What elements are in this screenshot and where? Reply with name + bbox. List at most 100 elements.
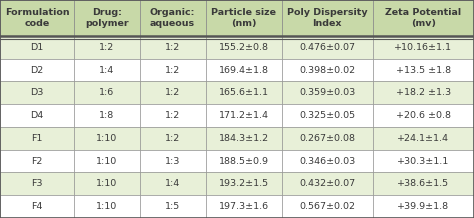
Text: 1:5: 1:5 <box>165 202 180 211</box>
Bar <box>373 104 474 127</box>
Text: 0.359±0.03: 0.359±0.03 <box>299 88 356 97</box>
Text: 0.567±0.02: 0.567±0.02 <box>299 202 355 211</box>
Text: +18.2 ±1.3: +18.2 ±1.3 <box>396 88 451 97</box>
Bar <box>0 172 74 195</box>
Bar <box>206 150 282 172</box>
Bar <box>74 104 140 127</box>
Bar <box>140 172 206 195</box>
Text: 1:10: 1:10 <box>96 157 118 166</box>
Bar <box>282 127 373 150</box>
Bar <box>140 150 206 172</box>
Text: 184.3±1.2: 184.3±1.2 <box>219 134 269 143</box>
Text: 155.2±0.8: 155.2±0.8 <box>219 43 269 52</box>
Text: 169.4±1.8: 169.4±1.8 <box>219 66 269 75</box>
Bar <box>140 82 206 104</box>
Bar <box>282 36 373 59</box>
Text: 0.476±0.07: 0.476±0.07 <box>299 43 355 52</box>
Bar <box>282 195 373 218</box>
Text: Poly Dispersity
Index: Poly Dispersity Index <box>287 8 367 28</box>
Bar <box>282 82 373 104</box>
Text: 1:3: 1:3 <box>165 157 181 166</box>
Text: 165.6±1.1: 165.6±1.1 <box>219 88 269 97</box>
Bar <box>140 59 206 82</box>
Text: +13.5 ±1.8: +13.5 ±1.8 <box>396 66 451 75</box>
Text: 1:10: 1:10 <box>96 202 118 211</box>
Text: Particle size
(nm): Particle size (nm) <box>211 8 276 28</box>
Text: 0.398±0.02: 0.398±0.02 <box>299 66 355 75</box>
Bar <box>0 59 74 82</box>
Bar <box>373 127 474 150</box>
Text: 1:2: 1:2 <box>165 111 180 120</box>
Text: +24.1±1.4: +24.1±1.4 <box>397 134 449 143</box>
Bar <box>373 195 474 218</box>
Text: 1:8: 1:8 <box>99 111 115 120</box>
Text: D4: D4 <box>30 111 44 120</box>
Text: 1:6: 1:6 <box>99 88 115 97</box>
Text: 1:4: 1:4 <box>165 179 180 188</box>
Text: 1:2: 1:2 <box>165 43 180 52</box>
Bar <box>206 59 282 82</box>
Text: +38.6±1.5: +38.6±1.5 <box>397 179 449 188</box>
Bar <box>140 36 206 59</box>
Bar <box>373 36 474 59</box>
Text: 1:2: 1:2 <box>99 43 115 52</box>
Text: F4: F4 <box>31 202 43 211</box>
Bar <box>74 172 140 195</box>
Bar <box>0 0 74 36</box>
Text: F1: F1 <box>31 134 43 143</box>
Text: 0.432±0.07: 0.432±0.07 <box>299 179 355 188</box>
Text: Zeta Potential
(mv): Zeta Potential (mv) <box>385 8 461 28</box>
Bar <box>74 195 140 218</box>
Bar <box>0 36 74 59</box>
Text: Drug:
polymer: Drug: polymer <box>85 8 128 28</box>
Text: +10.16±1.1: +10.16±1.1 <box>394 43 452 52</box>
Text: 171.2±1.4: 171.2±1.4 <box>219 111 269 120</box>
Text: 1:4: 1:4 <box>99 66 115 75</box>
Bar <box>140 0 206 36</box>
Text: 1:2: 1:2 <box>165 66 180 75</box>
Text: D2: D2 <box>30 66 44 75</box>
Bar <box>140 127 206 150</box>
Text: D1: D1 <box>30 43 44 52</box>
Bar <box>282 104 373 127</box>
Text: 0.325±0.05: 0.325±0.05 <box>299 111 355 120</box>
Text: Formulation
code: Formulation code <box>5 8 69 28</box>
Text: +20.6 ±0.8: +20.6 ±0.8 <box>396 111 451 120</box>
Bar <box>282 150 373 172</box>
Text: D3: D3 <box>30 88 44 97</box>
Text: 197.3±1.6: 197.3±1.6 <box>219 202 269 211</box>
Bar <box>74 36 140 59</box>
Bar <box>282 59 373 82</box>
Text: F3: F3 <box>31 179 43 188</box>
Text: 1:10: 1:10 <box>96 179 118 188</box>
Bar <box>373 59 474 82</box>
Bar <box>206 0 282 36</box>
Text: 0.267±0.08: 0.267±0.08 <box>299 134 355 143</box>
Bar <box>282 0 373 36</box>
Text: 188.5±0.9: 188.5±0.9 <box>219 157 269 166</box>
Bar <box>74 127 140 150</box>
Bar <box>0 104 74 127</box>
Text: 1:2: 1:2 <box>165 88 180 97</box>
Bar <box>373 82 474 104</box>
Bar <box>373 172 474 195</box>
Text: +39.9±1.8: +39.9±1.8 <box>397 202 449 211</box>
Text: 0.346±0.03: 0.346±0.03 <box>299 157 356 166</box>
Bar <box>206 36 282 59</box>
Bar <box>74 82 140 104</box>
Bar <box>206 195 282 218</box>
Bar <box>140 195 206 218</box>
Bar <box>206 172 282 195</box>
Bar <box>74 150 140 172</box>
Bar <box>74 59 140 82</box>
Bar <box>140 104 206 127</box>
Bar <box>206 127 282 150</box>
Bar <box>0 127 74 150</box>
Bar <box>282 172 373 195</box>
Text: 193.2±1.5: 193.2±1.5 <box>219 179 269 188</box>
Text: 1:2: 1:2 <box>165 134 180 143</box>
Bar <box>373 150 474 172</box>
Text: 1:10: 1:10 <box>96 134 118 143</box>
Bar <box>0 150 74 172</box>
Bar <box>373 0 474 36</box>
